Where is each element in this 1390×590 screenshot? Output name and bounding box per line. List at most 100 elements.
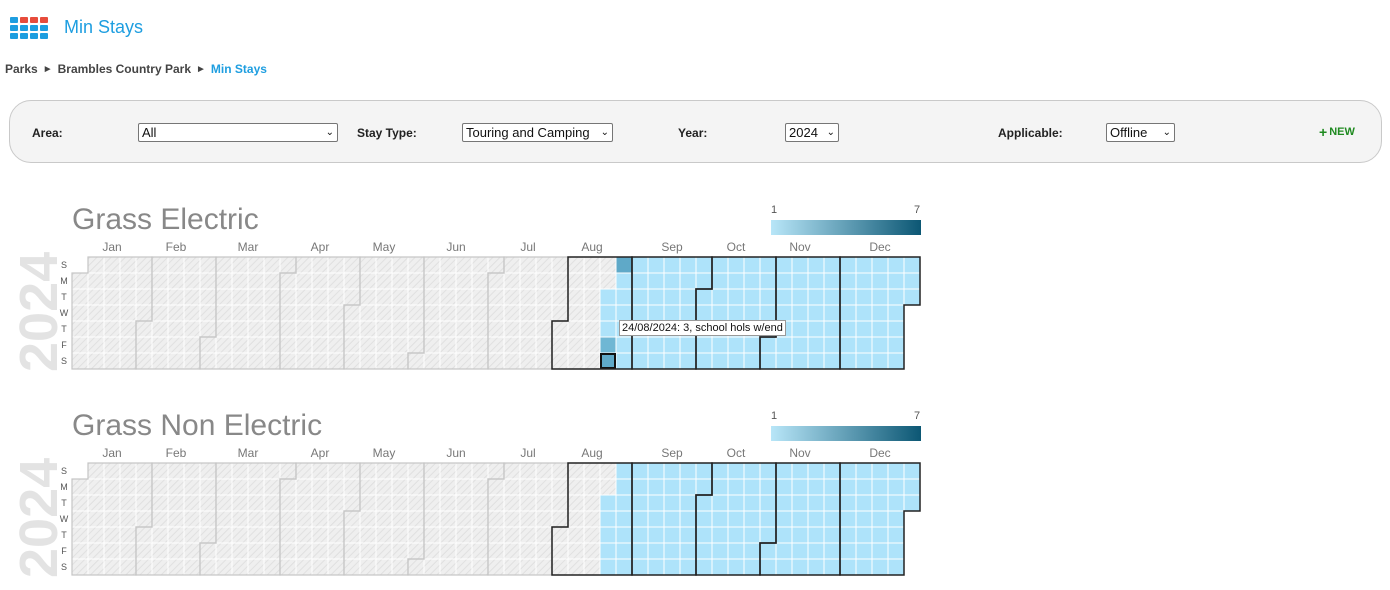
day-cell[interactable] bbox=[551, 542, 569, 560]
day-cell[interactable] bbox=[679, 510, 697, 528]
day-cell[interactable] bbox=[263, 510, 281, 528]
day-cell[interactable] bbox=[167, 558, 185, 576]
day-cell[interactable] bbox=[503, 542, 521, 560]
day-cell[interactable] bbox=[151, 542, 169, 560]
day-cell[interactable] bbox=[119, 462, 137, 480]
day-cell[interactable] bbox=[871, 526, 889, 544]
day-cell[interactable] bbox=[199, 462, 217, 480]
day-cell[interactable] bbox=[535, 478, 553, 496]
day-cell[interactable] bbox=[519, 558, 537, 576]
day-cell[interactable] bbox=[679, 494, 697, 512]
day-cell[interactable] bbox=[663, 526, 681, 544]
day-cell[interactable] bbox=[823, 558, 841, 576]
day-cell[interactable] bbox=[599, 542, 617, 560]
day-cell[interactable] bbox=[599, 526, 617, 544]
day-cell[interactable] bbox=[263, 542, 281, 560]
day-cell[interactable] bbox=[871, 494, 889, 512]
day-cell[interactable] bbox=[279, 558, 297, 576]
day-cell[interactable] bbox=[311, 558, 329, 576]
day-cell[interactable] bbox=[455, 494, 473, 512]
day-cell[interactable] bbox=[567, 494, 585, 512]
day-cell[interactable] bbox=[103, 494, 121, 512]
day-cell[interactable] bbox=[279, 542, 297, 560]
day-cell[interactable] bbox=[311, 542, 329, 560]
day-cell[interactable] bbox=[503, 510, 521, 528]
day-cell[interactable] bbox=[471, 478, 489, 496]
day-cell[interactable] bbox=[519, 510, 537, 528]
day-cell[interactable] bbox=[391, 462, 409, 480]
day-cell[interactable] bbox=[327, 510, 345, 528]
day-cell[interactable] bbox=[695, 478, 713, 496]
day-cell[interactable] bbox=[343, 526, 361, 544]
day-cell[interactable] bbox=[471, 526, 489, 544]
day-cell[interactable] bbox=[215, 478, 233, 496]
day-cell[interactable] bbox=[615, 494, 633, 512]
day-cell[interactable] bbox=[487, 462, 505, 480]
day-cell[interactable] bbox=[791, 542, 809, 560]
day-cell[interactable] bbox=[151, 558, 169, 576]
day-cell[interactable] bbox=[631, 526, 649, 544]
day-cell[interactable] bbox=[807, 542, 825, 560]
day-cell[interactable] bbox=[455, 462, 473, 480]
day-cell[interactable] bbox=[631, 542, 649, 560]
day-cell[interactable] bbox=[791, 462, 809, 480]
day-cell[interactable] bbox=[855, 542, 873, 560]
day-cell[interactable] bbox=[759, 462, 777, 480]
day-cell[interactable] bbox=[855, 558, 873, 576]
day-cell[interactable] bbox=[599, 494, 617, 512]
day-cell[interactable] bbox=[807, 558, 825, 576]
day-cell[interactable] bbox=[519, 478, 537, 496]
day-cell[interactable] bbox=[375, 478, 393, 496]
day-cell[interactable] bbox=[711, 526, 729, 544]
day-cell[interactable] bbox=[359, 510, 377, 528]
day-cell[interactable] bbox=[263, 462, 281, 480]
day-cell[interactable] bbox=[375, 494, 393, 512]
day-cell[interactable] bbox=[439, 462, 457, 480]
day-cell[interactable] bbox=[535, 558, 553, 576]
day-cell[interactable] bbox=[407, 526, 425, 544]
day-cell[interactable] bbox=[135, 558, 153, 576]
day-cell[interactable] bbox=[327, 558, 345, 576]
day-cell[interactable] bbox=[103, 558, 121, 576]
day-cell[interactable] bbox=[279, 494, 297, 512]
day-cell[interactable] bbox=[215, 510, 233, 528]
day-cell[interactable] bbox=[695, 542, 713, 560]
day-cell[interactable] bbox=[199, 526, 217, 544]
day-cell[interactable] bbox=[151, 462, 169, 480]
day-cell[interactable] bbox=[119, 526, 137, 544]
day-cell[interactable] bbox=[215, 542, 233, 560]
day-cell[interactable] bbox=[791, 526, 809, 544]
day-cell[interactable] bbox=[583, 526, 601, 544]
day-cell[interactable] bbox=[567, 462, 585, 480]
day-cell[interactable] bbox=[631, 462, 649, 480]
day-cell[interactable] bbox=[151, 478, 169, 496]
day-cell[interactable] bbox=[503, 462, 521, 480]
day-cell[interactable] bbox=[279, 510, 297, 528]
day-cell[interactable] bbox=[471, 462, 489, 480]
day-cell[interactable] bbox=[583, 478, 601, 496]
day-cell[interactable] bbox=[663, 462, 681, 480]
day-cell[interactable] bbox=[295, 542, 313, 560]
day-cell[interactable] bbox=[743, 494, 761, 512]
day-cell[interactable] bbox=[839, 542, 857, 560]
day-cell[interactable] bbox=[807, 462, 825, 480]
day-cell[interactable] bbox=[423, 478, 441, 496]
day-cell[interactable] bbox=[823, 478, 841, 496]
day-cell[interactable] bbox=[263, 478, 281, 496]
day-cell[interactable] bbox=[263, 558, 281, 576]
day-cell[interactable] bbox=[727, 558, 745, 576]
day-cell[interactable] bbox=[887, 478, 905, 496]
day-cell[interactable] bbox=[647, 542, 665, 560]
day-cell[interactable] bbox=[695, 494, 713, 512]
day-cell[interactable] bbox=[807, 478, 825, 496]
day-cell[interactable] bbox=[759, 542, 777, 560]
day-cell[interactable] bbox=[359, 542, 377, 560]
day-cell[interactable] bbox=[583, 494, 601, 512]
day-cell[interactable] bbox=[87, 558, 105, 576]
breadcrumb-park[interactable]: Brambles Country Park bbox=[57, 62, 191, 76]
day-cell[interactable] bbox=[231, 526, 249, 544]
day-cell[interactable] bbox=[455, 558, 473, 576]
day-cell[interactable] bbox=[151, 510, 169, 528]
day-cell[interactable] bbox=[167, 462, 185, 480]
day-cell[interactable] bbox=[311, 478, 329, 496]
